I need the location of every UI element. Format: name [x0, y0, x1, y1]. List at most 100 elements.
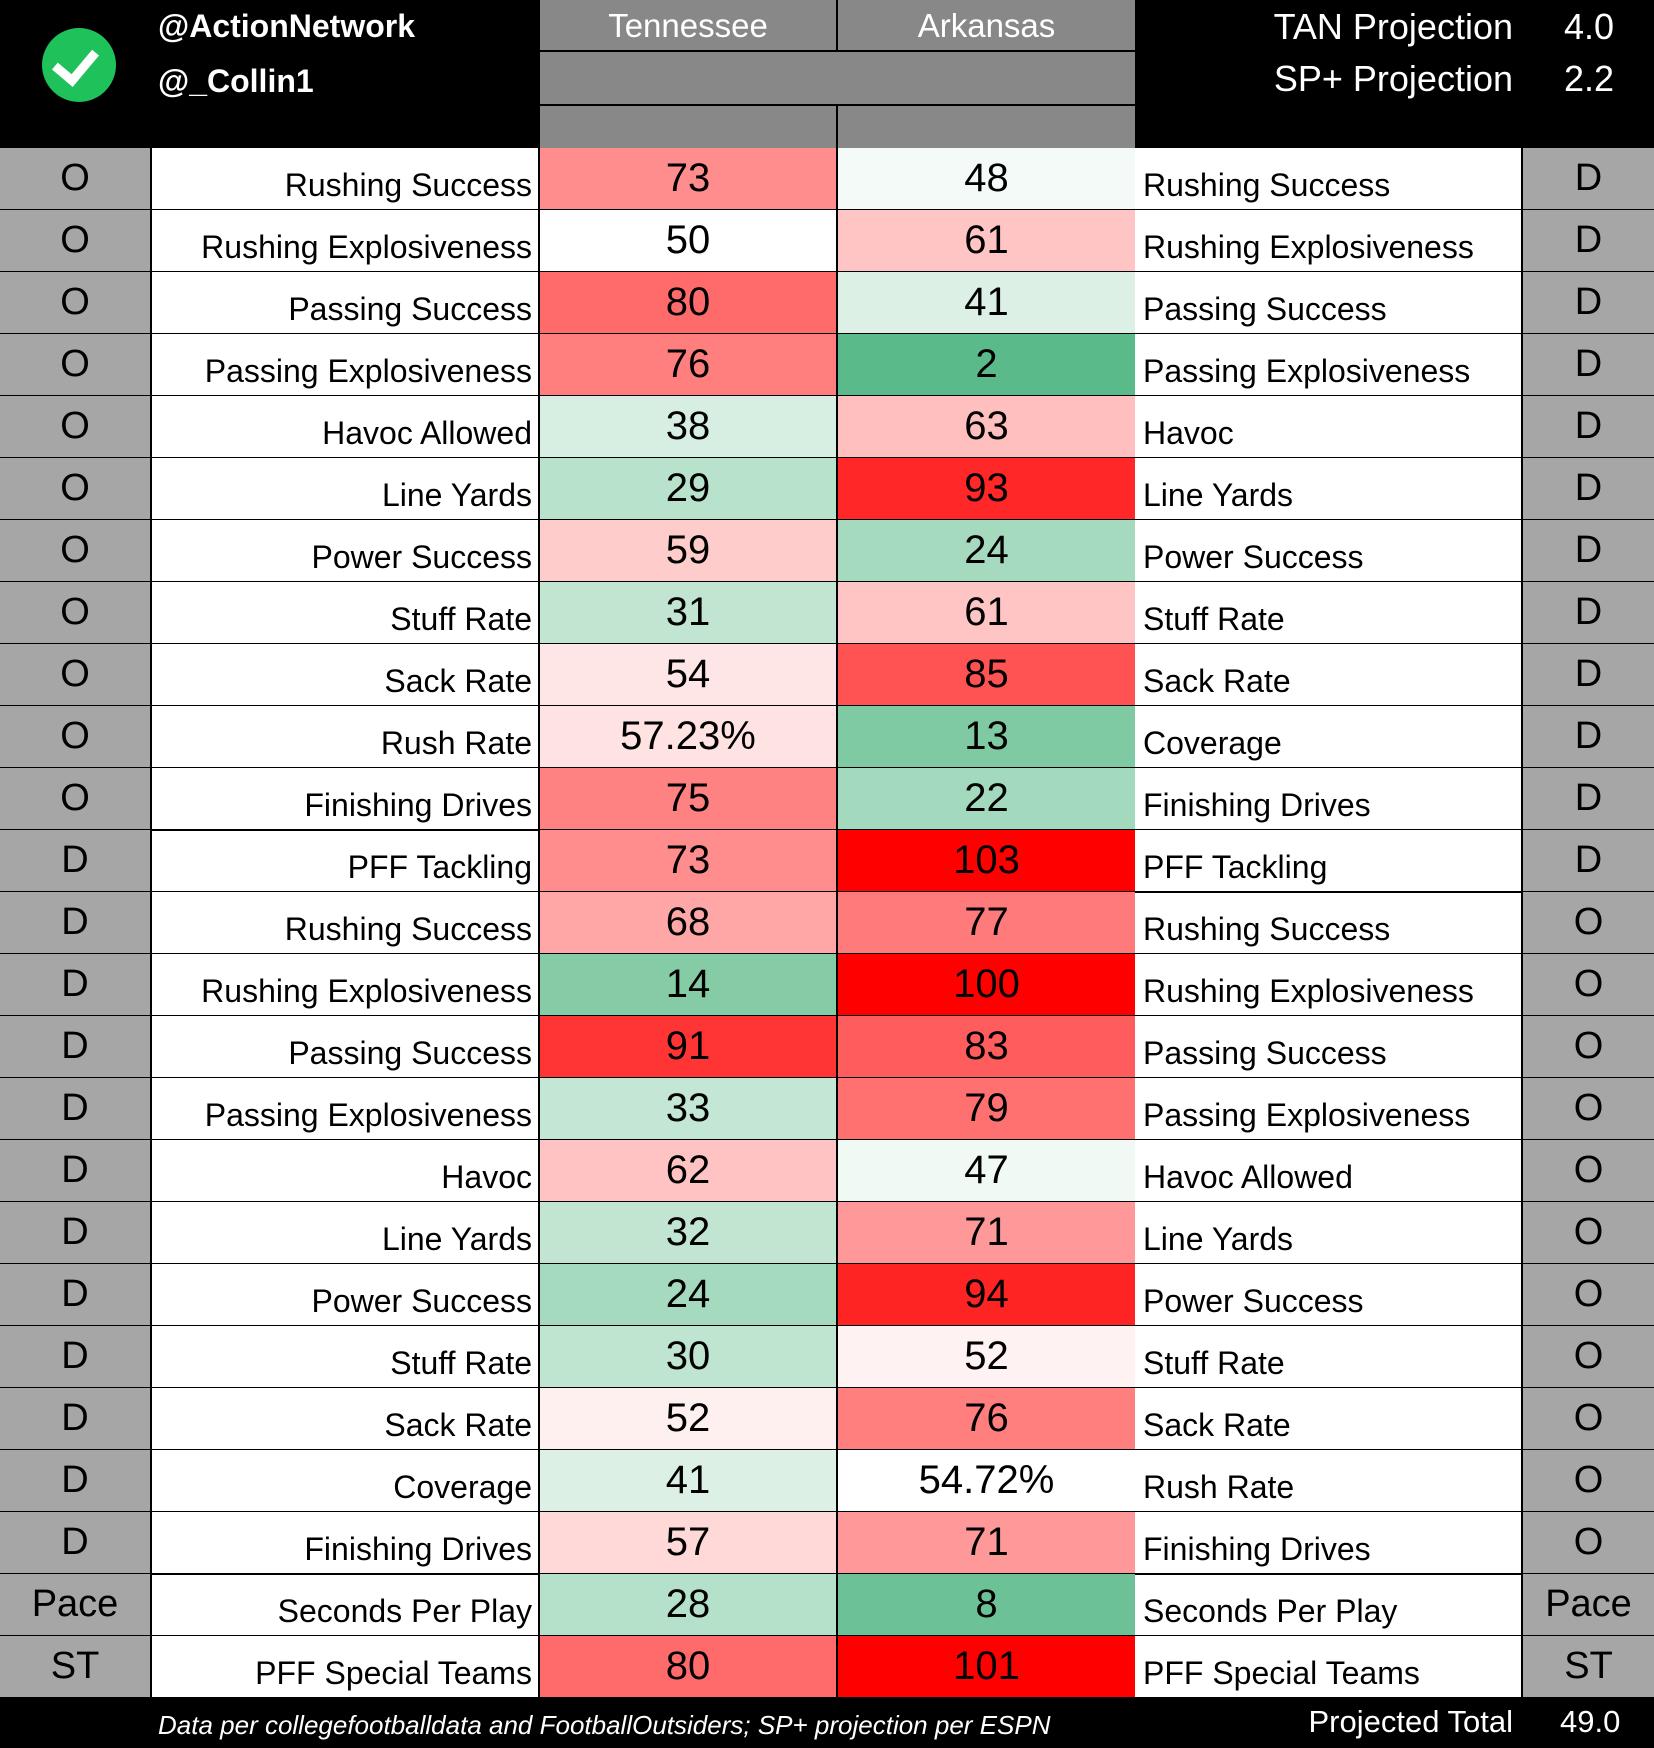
- row-label-left: Power Success: [152, 520, 538, 581]
- row-side-left: D: [0, 892, 150, 953]
- row-label-right: Stuff Rate: [1135, 1326, 1521, 1387]
- row-label-right: Passing Explosiveness: [1135, 1078, 1521, 1139]
- row-value-left: 68: [540, 892, 836, 953]
- row-label-left: Havoc: [152, 1140, 538, 1201]
- row-value-left: 59: [540, 520, 836, 581]
- row-label-right: Rushing Explosiveness: [1135, 210, 1521, 271]
- row-value-right: 54.72%: [838, 1450, 1135, 1511]
- sp-projection-value: 2.2: [1564, 58, 1615, 99]
- row-value-right: 2: [838, 334, 1135, 395]
- row-side-left: D: [0, 1512, 150, 1573]
- row-value-right: 83: [838, 1016, 1135, 1077]
- row-label-right: Sack Rate: [1135, 1388, 1521, 1449]
- row-value-right: 71: [838, 1202, 1135, 1263]
- row-side-right: D: [1523, 582, 1654, 643]
- row-value-right: 77: [838, 892, 1135, 953]
- row-label-left: Rushing Success: [152, 148, 538, 209]
- table-row: O Rushing Explosiveness 50 61 Rushing Explos…: [0, 210, 1654, 272]
- sp-projection-label: SP+ Projection: [1273, 58, 1513, 99]
- row-side-right: D: [1523, 272, 1654, 333]
- row-side-right: O: [1523, 1450, 1654, 1511]
- row-label-right: Havoc Allowed: [1135, 1140, 1521, 1201]
- row-label-right: Rushing Explosiveness: [1135, 954, 1521, 1015]
- row-side-left: D: [0, 1016, 150, 1077]
- table-row: D Finishing Drives 57 71 Finishing Drives O: [0, 1512, 1654, 1574]
- row-value-right: 71: [838, 1512, 1135, 1573]
- row-value-right: 79: [838, 1078, 1135, 1139]
- row-side-left: O: [0, 148, 150, 209]
- table-row: D Havoc 62 47 Havoc Allowed O: [0, 1140, 1654, 1202]
- row-side-left: D: [0, 1450, 150, 1511]
- row-label-left: Sack Rate: [152, 644, 538, 705]
- handle-author: @_Collin1: [158, 63, 314, 99]
- row-value-left: 14: [540, 954, 836, 1015]
- header-band-left: [540, 106, 836, 148]
- table-row: D Power Success 24 94 Power Success O: [0, 1264, 1654, 1326]
- row-side-right: D: [1523, 210, 1654, 271]
- header-band-right: [838, 106, 1135, 148]
- row-label-left: PFF Special Teams: [152, 1636, 538, 1697]
- section-divider-right: [1135, 891, 1523, 893]
- row-label-right: Line Yards: [1135, 458, 1521, 519]
- row-label-left: Rushing Success: [152, 892, 538, 953]
- row-side-right: O: [1523, 954, 1654, 1015]
- row-side-left: O: [0, 582, 150, 643]
- row-side-left: ST: [0, 1636, 150, 1697]
- table-row: O Line Yards 29 93 Line Yards D: [0, 458, 1654, 520]
- row-side-left: O: [0, 768, 150, 829]
- row-value-left: 38: [540, 396, 836, 457]
- row-label-right: PFF Tackling: [1135, 830, 1521, 891]
- row-value-left: 50: [540, 210, 836, 271]
- row-side-left: O: [0, 520, 150, 581]
- row-value-left: 80: [540, 272, 836, 333]
- row-label-left: Rushing Explosiveness: [152, 954, 538, 1015]
- row-side-right: D: [1523, 396, 1654, 457]
- row-value-left: 29: [540, 458, 836, 519]
- table-row: D Passing Success 91 83 Passing Success O: [0, 1016, 1654, 1078]
- row-label-left: Rushing Explosiveness: [152, 210, 538, 271]
- row-side-right: O: [1523, 892, 1654, 953]
- table-row: D Sack Rate 52 76 Sack Rate O: [0, 1388, 1654, 1450]
- row-side-right: O: [1523, 1512, 1654, 1573]
- table-row: O Havoc Allowed 38 63 Havoc D: [0, 396, 1654, 458]
- row-label-left: Coverage: [152, 1450, 538, 1511]
- row-label-left: Finishing Drives: [152, 768, 538, 829]
- row-value-right: 93: [838, 458, 1135, 519]
- row-label-left: Passing Success: [152, 1016, 538, 1077]
- table-row: D PFF Tackling 73 103 PFF Tackling D: [0, 830, 1654, 892]
- table-row: D Coverage 41 54.72% Rush Rate O: [0, 1450, 1654, 1512]
- row-value-right: 61: [838, 582, 1135, 643]
- row-label-right: Line Yards: [1135, 1202, 1521, 1263]
- row-side-left: D: [0, 1264, 150, 1325]
- row-side-right: D: [1523, 334, 1654, 395]
- row-side-left: D: [0, 1078, 150, 1139]
- table-row: O Sack Rate 54 85 Sack Rate D: [0, 644, 1654, 706]
- row-side-right: Pace: [1523, 1574, 1654, 1635]
- row-label-right: Rushing Success: [1135, 892, 1521, 953]
- row-side-right: O: [1523, 1326, 1654, 1387]
- row-value-left: 73: [540, 148, 836, 209]
- row-side-left: D: [0, 830, 150, 891]
- section-divider-pace-left: [152, 1573, 540, 1575]
- row-value-left: 62: [540, 1140, 836, 1201]
- team-header-right: Arkansas: [838, 0, 1135, 50]
- checkmark-icon: [42, 28, 116, 102]
- tan-projection-value: 4.0: [1564, 6, 1615, 47]
- row-value-right: 94: [838, 1264, 1135, 1325]
- projected-total-value: 49.0: [1560, 1704, 1621, 1739]
- table-row: O Finishing Drives 75 22 Finishing Drives D: [0, 768, 1654, 830]
- row-value-right: 47: [838, 1140, 1135, 1201]
- row-label-left: Line Yards: [152, 458, 538, 519]
- row-side-right: O: [1523, 1388, 1654, 1449]
- row-label-right: Finishing Drives: [1135, 768, 1521, 829]
- row-value-right: 13: [838, 706, 1135, 767]
- row-label-right: Passing Success: [1135, 272, 1521, 333]
- table-row: O Rushing Success 73 48 Rushing Success D: [0, 148, 1654, 210]
- projected-total-label: Projected Total: [1308, 1704, 1514, 1739]
- row-label-left: Passing Explosiveness: [152, 334, 538, 395]
- row-label-left: Passing Success: [152, 272, 538, 333]
- row-side-left: O: [0, 272, 150, 333]
- row-side-left: O: [0, 458, 150, 519]
- row-label-right: Passing Explosiveness: [1135, 334, 1521, 395]
